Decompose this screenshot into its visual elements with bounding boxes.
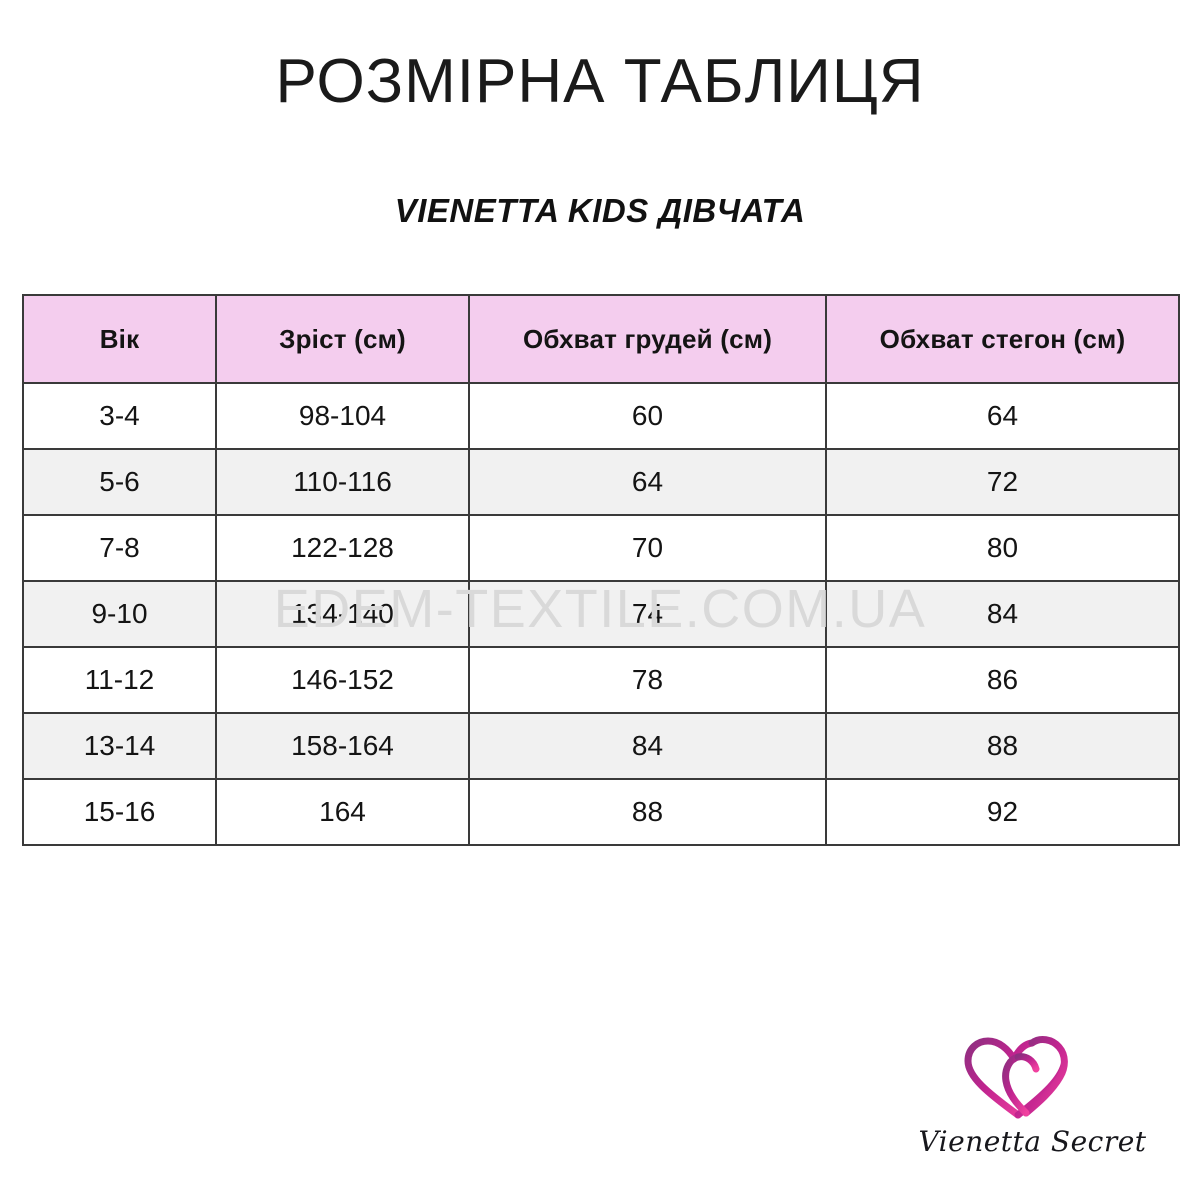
- table-head: Вік Зріст (см) Обхват грудей (см) Обхват…: [22, 294, 1180, 384]
- cell-hips: 92: [825, 778, 1180, 846]
- brand-name: Vienetta Secret: [918, 1125, 1147, 1158]
- cell-height: 134-140: [215, 580, 470, 648]
- table-row: 3-4 98-104 60 64: [22, 382, 1180, 450]
- cell-height: 158-164: [215, 712, 470, 780]
- column-header-hips: Обхват стегон (см): [825, 294, 1180, 384]
- cell-age: 11-12: [22, 646, 217, 714]
- page-subtitle: VIENETTA KIDS ДІВЧАТА: [394, 192, 806, 229]
- cell-height: 110-116: [215, 448, 470, 516]
- table-body: 3-4 98-104 60 64 5-6 110-116 64 72 7-8 1…: [22, 382, 1180, 846]
- table-row: 11-12 146-152 78 86: [22, 646, 1180, 714]
- cell-age: 3-4: [22, 382, 217, 450]
- cell-age: 5-6: [22, 448, 217, 516]
- page-title: РОЗМІРНА ТАБЛИЦЯ: [275, 47, 925, 116]
- column-header-age: Вік: [22, 294, 217, 384]
- table-header-row: Вік Зріст (см) Обхват грудей (см) Обхват…: [22, 294, 1180, 384]
- cell-hips: 86: [825, 646, 1180, 714]
- table-row: 9-10 134-140 74 84: [22, 580, 1180, 648]
- cell-height: 164: [215, 778, 470, 846]
- cell-chest: 74: [468, 580, 827, 648]
- cell-chest: 78: [468, 646, 827, 714]
- table-row: 15-16 164 88 92: [22, 778, 1180, 846]
- cell-chest: 88: [468, 778, 827, 846]
- size-table: Вік Зріст (см) Обхват грудей (см) Обхват…: [22, 294, 1180, 846]
- cell-hips: 88: [825, 712, 1180, 780]
- cell-age: 13-14: [22, 712, 217, 780]
- cell-hips: 84: [825, 580, 1180, 648]
- table-row: 13-14 158-164 84 88: [22, 712, 1180, 780]
- table-row: 7-8 122-128 70 80: [22, 514, 1180, 582]
- column-header-chest: Обхват грудей (см): [468, 294, 827, 384]
- cell-age: 15-16: [22, 778, 217, 846]
- cell-height: 98-104: [215, 382, 470, 450]
- cell-chest: 60: [468, 382, 827, 450]
- size-table-container: Вік Зріст (см) Обхват грудей (см) Обхват…: [22, 294, 1180, 846]
- cell-chest: 64: [468, 448, 827, 516]
- cell-height: 146-152: [215, 646, 470, 714]
- table-row: 5-6 110-116 64 72: [22, 448, 1180, 516]
- cell-hips: 80: [825, 514, 1180, 582]
- cell-age: 7-8: [22, 514, 217, 582]
- cell-age: 9-10: [22, 580, 217, 648]
- brand-logo: Vienetta Secret: [905, 1035, 1160, 1170]
- column-header-height: Зріст (см): [215, 294, 470, 384]
- double-heart-icon: [964, 1036, 1068, 1119]
- cell-hips: 72: [825, 448, 1180, 516]
- cell-hips: 64: [825, 382, 1180, 450]
- cell-height: 122-128: [215, 514, 470, 582]
- cell-chest: 70: [468, 514, 827, 582]
- cell-chest: 84: [468, 712, 827, 780]
